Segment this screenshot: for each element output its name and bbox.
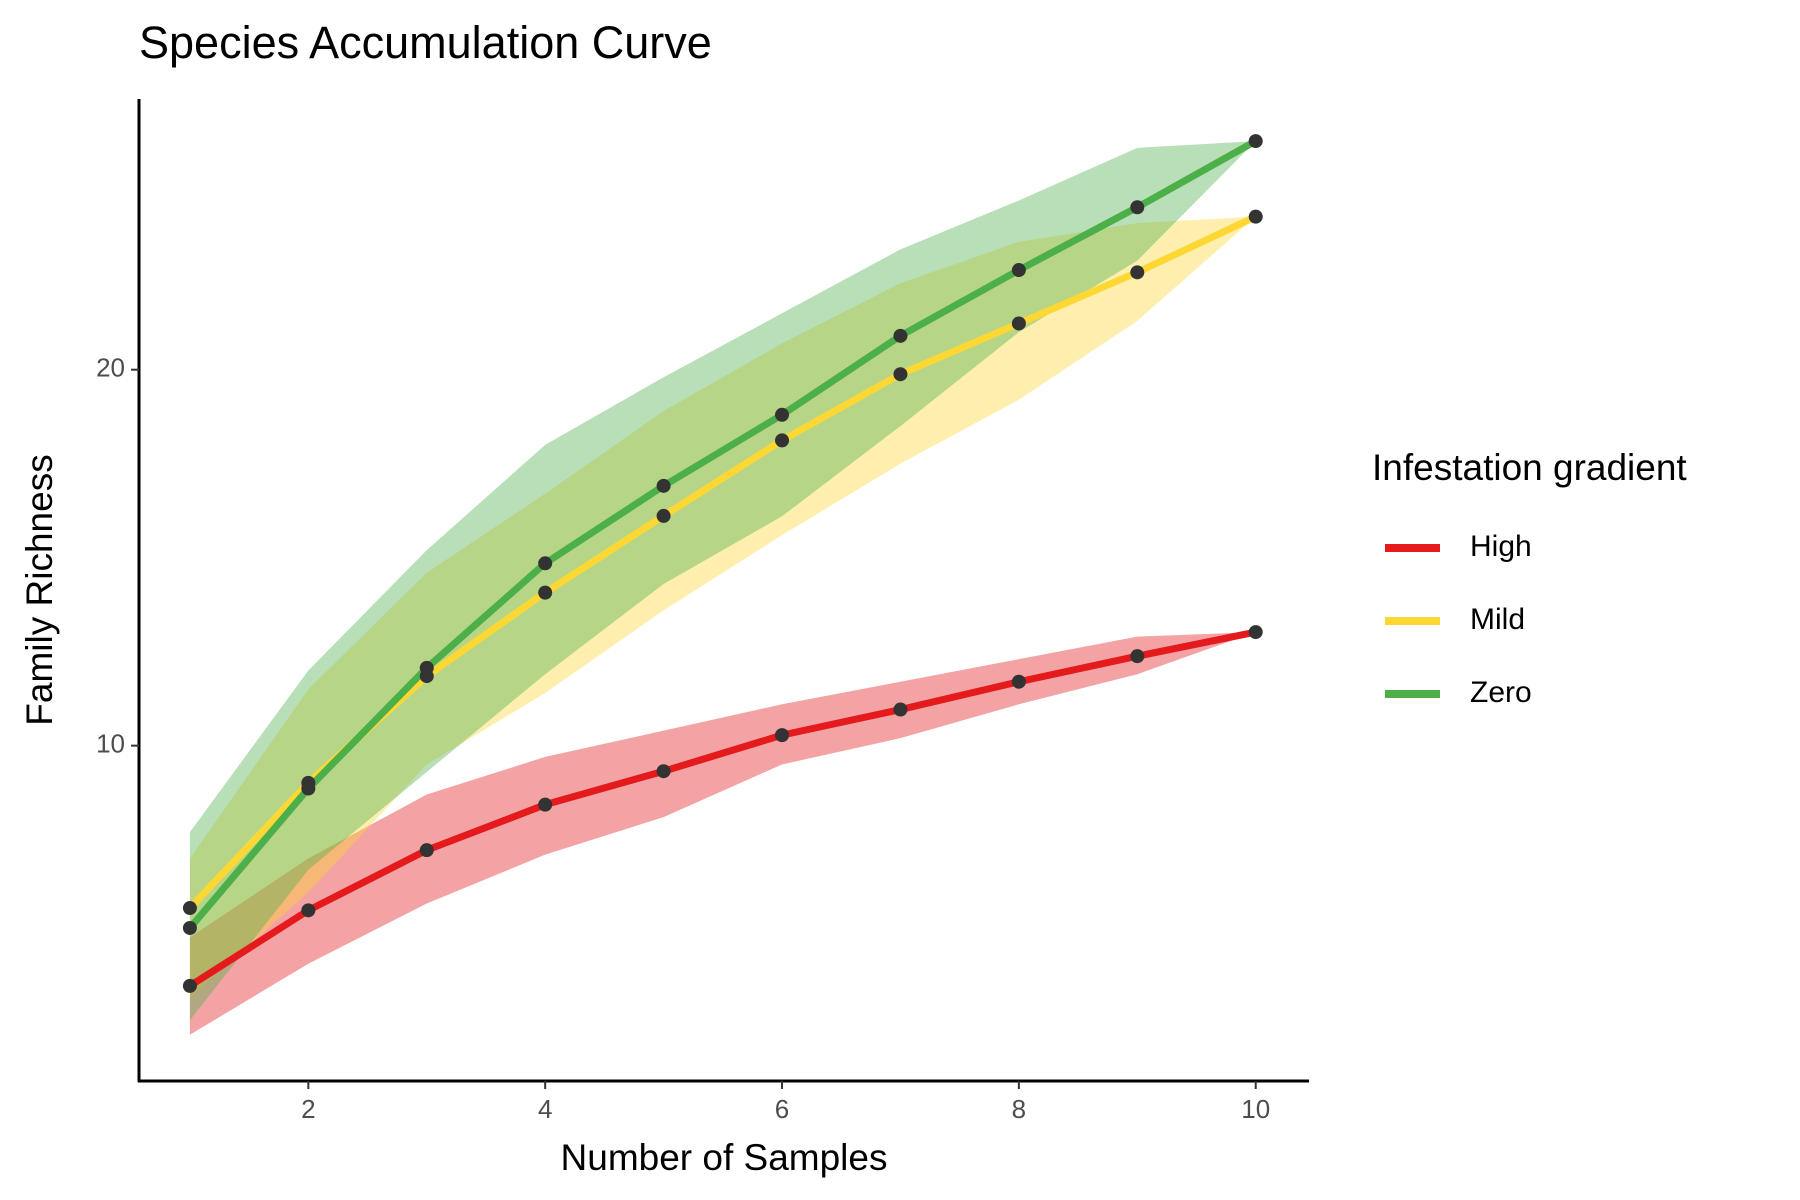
point [1130, 649, 1145, 664]
point [301, 903, 316, 918]
ribbon [189, 632, 1256, 1035]
point [893, 367, 908, 382]
point [538, 556, 553, 571]
legend: High Mild Zero [1385, 530, 1532, 709]
x-tick-label: 4 [538, 1094, 552, 1124]
legend-label: Zero [1470, 676, 1532, 709]
point [656, 508, 671, 523]
point [538, 585, 553, 600]
line [187, 138, 1258, 931]
point [1130, 265, 1145, 280]
point [893, 328, 908, 343]
point [419, 843, 434, 858]
point [1011, 263, 1026, 278]
point [182, 978, 197, 993]
point [1130, 200, 1145, 215]
point [1248, 209, 1263, 224]
point [775, 433, 790, 448]
y-tick-label: 20 [96, 353, 125, 383]
point [538, 797, 553, 812]
point [775, 728, 790, 743]
point [1248, 134, 1263, 149]
ribbon [189, 141, 1256, 1021]
axes: 10 20 2 4 6 8 10 [96, 99, 1309, 1124]
point [182, 920, 197, 935]
point [1011, 674, 1026, 689]
point [419, 660, 434, 675]
point [656, 478, 671, 493]
y-tick-label: 10 [96, 729, 125, 759]
point [893, 702, 908, 717]
ribbon [189, 216, 1256, 998]
point [182, 901, 197, 916]
x-tick-label: 8 [1012, 1094, 1026, 1124]
x-tick-label: 6 [775, 1094, 789, 1124]
x-tick-label: 10 [1241, 1094, 1270, 1124]
points [182, 134, 1263, 993]
line [188, 628, 1257, 989]
y-axis-label: Family Richness [19, 454, 60, 725]
point [775, 407, 790, 422]
x-tick-label: 2 [301, 1094, 315, 1124]
point [656, 764, 671, 779]
legend-label: High [1470, 530, 1532, 563]
chart-title: Species Accumulation Curve [139, 17, 712, 68]
legend-label: Mild [1470, 603, 1525, 636]
lines [187, 138, 1258, 989]
point [301, 781, 316, 796]
point [1248, 625, 1263, 640]
x-axis-label: Number of Samples [561, 1137, 888, 1178]
point [1011, 316, 1026, 331]
ribbons [189, 141, 1256, 1035]
legend-title: Infestation gradient [1372, 447, 1687, 488]
